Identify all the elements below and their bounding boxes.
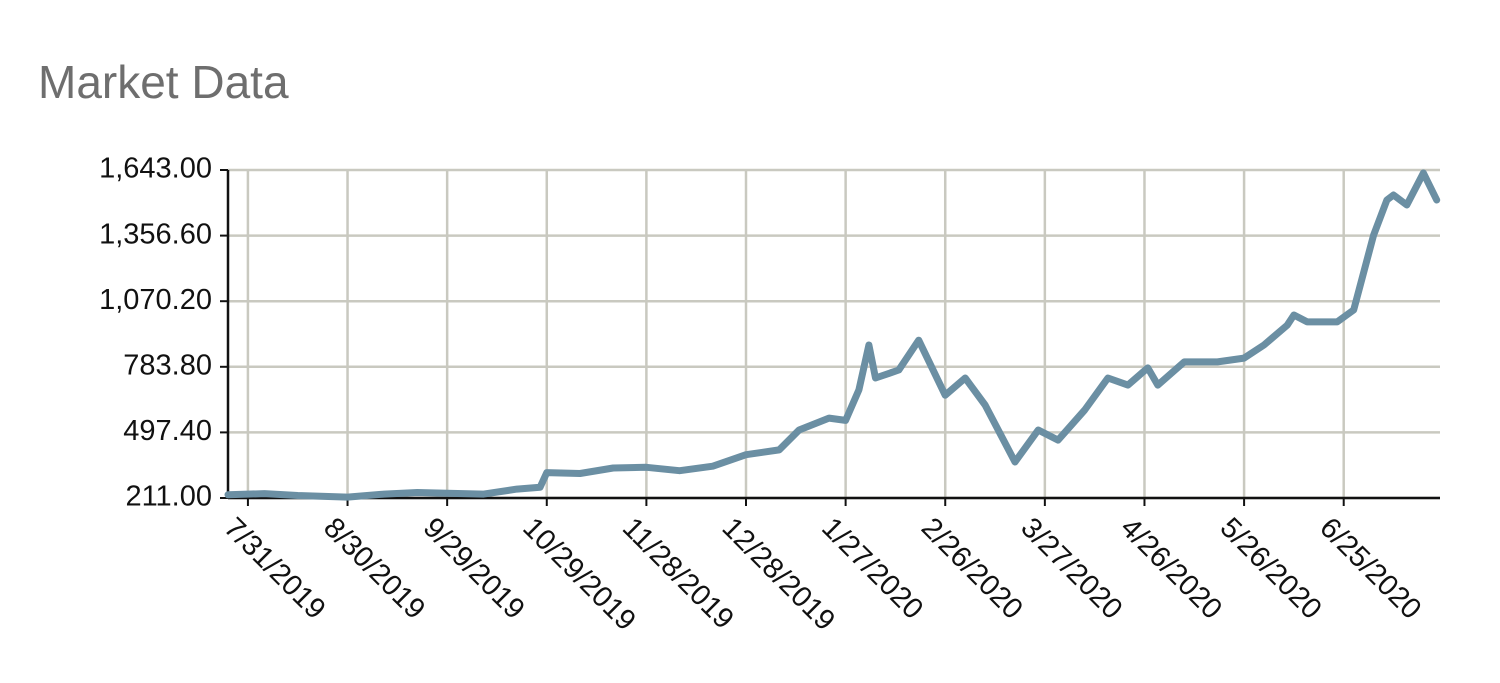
x-tick-label: 6/25/2020 — [1313, 512, 1427, 626]
x-tick-label: 7/31/2019 — [218, 512, 332, 626]
y-tick-label: 211.00 — [125, 481, 212, 513]
x-tick-label: 9/29/2019 — [417, 512, 531, 626]
y-tick-label: 1,643.00 — [99, 153, 212, 185]
y-tick-label: 1,356.60 — [99, 218, 212, 250]
y-tick-label: 497.40 — [123, 415, 212, 447]
x-tick-label: 3/27/2020 — [1014, 512, 1128, 626]
chart-title: Market Data — [38, 56, 289, 108]
data-line — [224, 169, 1441, 501]
x-tick-label: 4/26/2020 — [1114, 512, 1228, 626]
x-tick-label: 8/30/2019 — [317, 512, 431, 626]
x-tick-label: 2/26/2020 — [915, 512, 1029, 626]
y-tick-label: 1,070.20 — [99, 284, 212, 316]
x-tick-label: 5/26/2020 — [1214, 512, 1328, 626]
y-tick-label: 783.80 — [123, 349, 212, 381]
